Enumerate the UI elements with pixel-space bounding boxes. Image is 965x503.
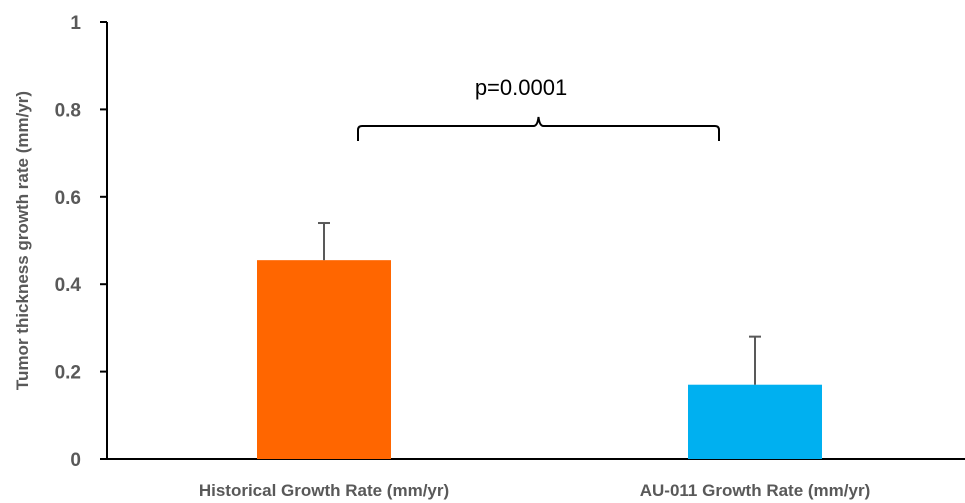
category-label: AU-011 Growth Rate (mm/yr): [640, 481, 871, 500]
y-tick-label: 1: [70, 13, 81, 34]
y-axis-ticks: 0 0.2 0.4 0.6 0.8 1: [55, 13, 107, 471]
y-tick-label: 0.8: [55, 100, 81, 121]
category-labels: Historical Growth Rate (mm/yr) AU-011 Gro…: [199, 481, 870, 500]
bar: [257, 260, 391, 459]
y-tick-label: 0.4: [55, 275, 82, 296]
category-label: Historical Growth Rate (mm/yr): [199, 481, 449, 500]
bars-group: [257, 260, 822, 459]
y-tick-label: 0.6: [55, 188, 81, 209]
error-bars-group: [318, 222, 761, 385]
y-axis-title: Tumor thickness growth rate (mm/yr): [13, 91, 32, 390]
significance-bracket: [357, 116, 720, 141]
y-tick-label: 0.2: [55, 363, 81, 384]
bar: [688, 384, 822, 459]
p-value-annotation: p=0.0001: [475, 75, 567, 100]
y-tick-label: 0: [70, 450, 81, 471]
